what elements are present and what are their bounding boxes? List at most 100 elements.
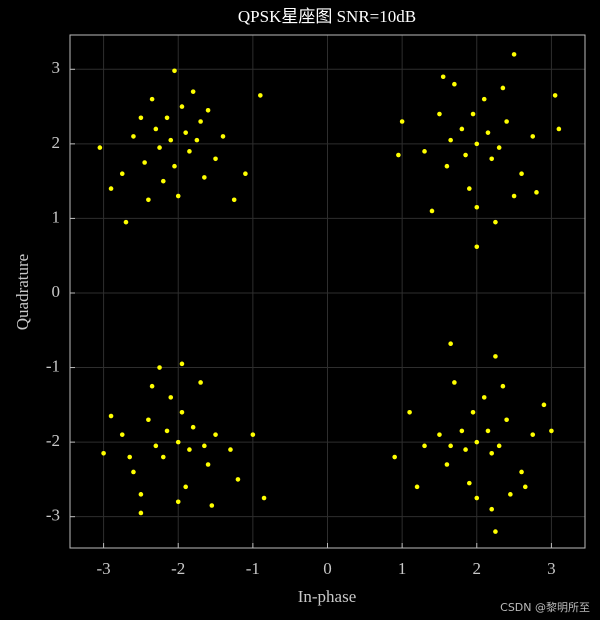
point: [209, 503, 215, 508]
point: [220, 134, 226, 139]
point: [179, 361, 185, 367]
point: [489, 451, 495, 456]
point: [511, 52, 517, 57]
point: [146, 197, 151, 203]
point: [530, 134, 536, 139]
x-tick-label: -3: [97, 559, 111, 578]
point: [153, 126, 159, 132]
point: [437, 432, 442, 437]
x-tick-label: 2: [473, 559, 482, 578]
point: [138, 115, 144, 121]
y-tick-label: -3: [46, 506, 60, 525]
point: [519, 469, 524, 475]
point: [101, 451, 106, 456]
point: [474, 439, 480, 445]
point: [175, 439, 181, 445]
y-tick-label: 3: [52, 58, 61, 77]
point: [489, 156, 495, 162]
plot-frame: [69, 34, 586, 549]
point: [258, 93, 263, 98]
point: [168, 137, 174, 143]
point: [467, 480, 472, 486]
point: [123, 219, 129, 225]
point: [459, 428, 465, 434]
point: [108, 413, 114, 419]
point: [97, 145, 103, 150]
point: [205, 108, 211, 113]
point: [261, 495, 267, 501]
point: [448, 137, 453, 143]
point: [131, 469, 136, 475]
point: [183, 130, 188, 135]
point: [414, 484, 420, 490]
point: [522, 484, 528, 490]
point: [463, 152, 468, 158]
point: [187, 447, 192, 452]
point: [213, 156, 218, 162]
point: [392, 454, 397, 460]
point: [213, 432, 218, 437]
point: [474, 244, 480, 250]
point: [511, 193, 517, 199]
point: [194, 137, 200, 143]
point: [552, 93, 558, 98]
point: [508, 492, 513, 497]
point: [481, 96, 487, 102]
point: [157, 145, 162, 150]
x-axis-label: In-phase: [298, 587, 357, 606]
y-tick-label: 2: [52, 133, 61, 152]
point: [202, 175, 207, 180]
point: [407, 409, 412, 415]
point: [243, 171, 248, 176]
point: [149, 96, 155, 102]
point: [202, 443, 207, 449]
point: [504, 417, 509, 423]
point: [422, 443, 427, 449]
point: [493, 529, 498, 534]
point: [175, 193, 181, 199]
y-tick-label: -2: [46, 431, 60, 450]
point: [500, 383, 506, 389]
point: [164, 428, 170, 434]
point: [399, 119, 405, 124]
point: [481, 395, 487, 400]
point: [190, 424, 196, 430]
point: [534, 190, 539, 195]
point: [422, 149, 427, 154]
point: [493, 219, 498, 225]
point: [474, 204, 480, 210]
point: [448, 341, 453, 346]
point: [500, 85, 506, 91]
point: [142, 160, 147, 165]
point: [172, 68, 177, 74]
y-tick-label: 1: [52, 207, 61, 226]
point: [127, 454, 133, 460]
point: [452, 380, 457, 385]
point: [146, 417, 151, 423]
x-tick-label: 0: [323, 559, 332, 578]
x-tick-label: -1: [246, 559, 260, 578]
point: [467, 186, 472, 191]
point: [131, 134, 136, 139]
watermark: CSDN @黎明所至: [500, 600, 590, 614]
point: [530, 432, 536, 437]
x-tick-label: 3: [547, 559, 556, 578]
point: [459, 126, 465, 132]
point: [556, 126, 562, 132]
point: [198, 119, 203, 124]
y-tick-label: 0: [52, 282, 61, 301]
point: [231, 197, 237, 203]
x-tick-label: -2: [171, 559, 185, 578]
point: [470, 409, 476, 415]
point: [187, 149, 192, 154]
point: [235, 477, 241, 482]
point: [157, 365, 162, 370]
point: [489, 506, 495, 512]
y-tick-label: -1: [46, 356, 60, 375]
point: [153, 443, 159, 449]
y-axis-label: Quadrature: [13, 254, 32, 330]
point: [198, 380, 203, 385]
